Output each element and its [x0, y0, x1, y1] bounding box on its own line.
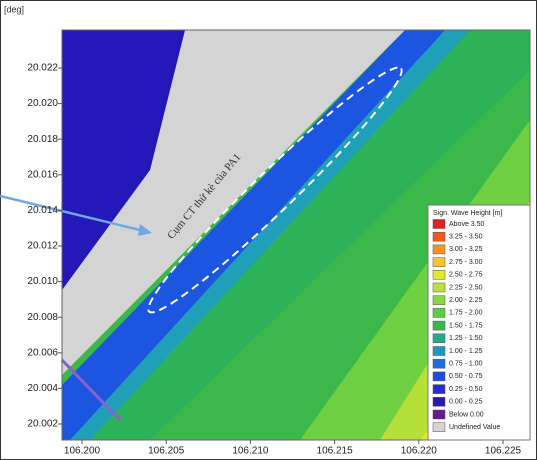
- legend: Sign. Wave Height [m] Above 3.50 3.25 - 3…: [428, 205, 530, 440]
- legend-label: 0.50 - 0.75: [449, 373, 483, 380]
- y-tick-label: 20.016: [27, 169, 58, 180]
- legend-label: 0.00 - 0.25: [449, 399, 483, 406]
- legend-label: Below 0.00: [449, 411, 484, 418]
- y-tick-label: 20.018: [27, 134, 58, 145]
- legend-swatch: [433, 245, 445, 254]
- legend-swatch: [433, 347, 445, 356]
- legend-swatch: [433, 283, 445, 292]
- y-tick-label: 20.002: [27, 419, 58, 430]
- legend-swatch: [433, 385, 445, 394]
- legend-label: 2.25 - 2.50: [449, 284, 483, 291]
- legend-label: 1.75 - 2.00: [449, 310, 483, 317]
- y-unit: [deg]: [4, 4, 24, 14]
- x-tick-label: 106.225: [485, 446, 522, 457]
- y-tick-label: 20.014: [27, 205, 58, 216]
- legend-swatch: [433, 258, 445, 267]
- x-tick-label: 106.205: [148, 446, 185, 457]
- legend-title: Sign. Wave Height [m]: [433, 210, 502, 217]
- x-tick-label: 106.215: [317, 446, 354, 457]
- legend-swatch: [433, 321, 445, 330]
- x-tick-label: 106.210: [232, 446, 269, 457]
- x-tick-label: 106.220: [401, 446, 438, 457]
- y-tick-label: 20.022: [27, 63, 58, 74]
- legend-label: 3.25 - 3.50: [449, 234, 483, 241]
- legend-label: 0.75 - 1.00: [449, 361, 483, 368]
- legend-swatch: [433, 359, 445, 368]
- legend-swatch: [433, 296, 445, 305]
- legend-label: 1.25 - 1.50: [449, 335, 483, 342]
- y-tick-label: 20.004: [27, 383, 58, 394]
- legend-label: Above 3.50: [449, 221, 485, 228]
- x-tick-label: 106.200: [64, 446, 101, 457]
- figure: Cụm CT thử kè của PA1 [deg] Sign. Wave H…: [0, 0, 537, 460]
- legend-label: 3.00 - 3.25: [449, 246, 483, 253]
- legend-swatch: [433, 220, 445, 229]
- legend-label: 1.50 - 1.75: [449, 322, 483, 329]
- y-tick-label: 20.012: [27, 241, 58, 252]
- y-tick-label: 20.010: [27, 276, 58, 287]
- y-tick-label: 20.020: [27, 98, 58, 109]
- legend-label: 1.00 - 1.25: [449, 348, 483, 355]
- legend-swatch: [433, 232, 445, 241]
- legend-label: Undefined Value: [449, 424, 500, 431]
- legend-label: 2.75 - 3.00: [449, 259, 483, 266]
- legend-swatch: [433, 334, 445, 343]
- legend-label: 0.25 - 0.50: [449, 386, 483, 393]
- legend-swatch: [433, 410, 445, 419]
- legend-swatch: [433, 397, 445, 406]
- y-tick-label: 20.006: [27, 347, 58, 358]
- legend-label: 2.50 - 2.75: [449, 272, 483, 279]
- y-tick-label: 20.008: [27, 312, 58, 323]
- legend-swatch: [433, 270, 445, 279]
- legend-swatch: [433, 372, 445, 381]
- legend-swatch: [433, 308, 445, 317]
- legend-label: 2.00 - 2.25: [449, 297, 483, 304]
- legend-swatch: [433, 423, 445, 432]
